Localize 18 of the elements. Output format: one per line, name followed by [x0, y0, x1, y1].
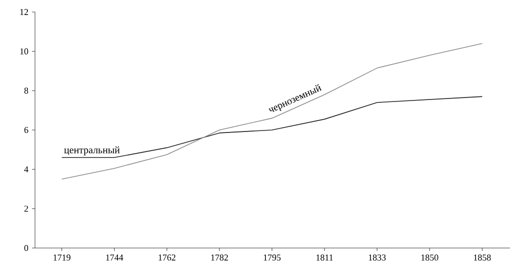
- x-tick-label: 1719: [54, 254, 70, 261]
- line-series: [61, 43, 483, 180]
- x-tick-label: 1782: [211, 254, 228, 261]
- x-tick-label: 1833: [368, 254, 386, 261]
- x-tick-label: 1795: [264, 254, 281, 261]
- y-tick-label: 4: [24, 166, 28, 172]
- x-tick-label: 1850: [421, 254, 438, 261]
- x-tick-label: 1811: [316, 254, 333, 261]
- y-tick-label: 10: [20, 48, 28, 54]
- x-tick-label: 1762: [158, 254, 176, 261]
- y-tick-label: 8: [24, 88, 28, 94]
- x-tick-label: 1858: [474, 254, 491, 261]
- y-tick-label: 2: [24, 206, 28, 212]
- y-tick-label: 0: [24, 244, 28, 252]
- series-label: центральный: [64, 146, 120, 156]
- y-tick-label: 12: [20, 9, 28, 15]
- x-tick-label: 1744: [106, 254, 124, 260]
- y-tick-label: 6: [24, 126, 28, 134]
